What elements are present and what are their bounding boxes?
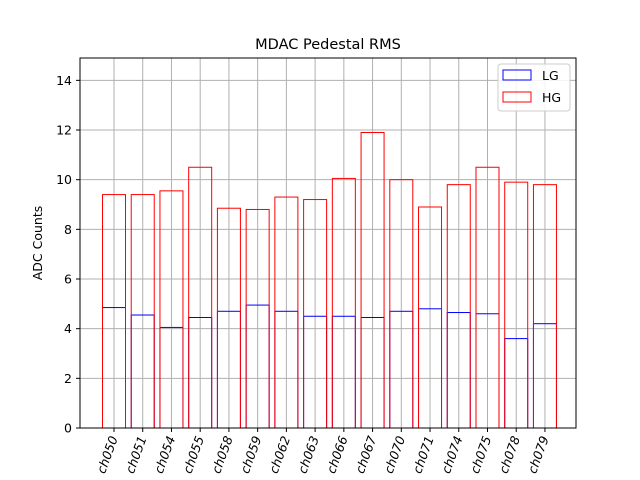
x-tick-label: ch051 <box>122 434 149 475</box>
y-tick-label: 2 <box>64 371 72 386</box>
bars <box>102 131 557 429</box>
legend: LG HG <box>497 63 571 112</box>
y-tick-label: 10 <box>56 172 72 187</box>
plot-frame <box>79 57 577 429</box>
legend-label-hg: HG <box>542 90 561 105</box>
x-tick-label: ch075 <box>467 434 494 475</box>
y-axis-label: ADC Counts <box>30 206 45 281</box>
legend-swatch-hg <box>502 91 532 103</box>
x-tick-label: ch058 <box>208 434 235 475</box>
x-tick-label: ch070 <box>381 434 408 475</box>
x-tick-label: ch055 <box>180 434 207 475</box>
x-tick-label: ch050 <box>94 434 121 475</box>
chart-title: MDAC Pedestal RMS <box>255 37 401 53</box>
legend-box <box>497 63 571 112</box>
y-tick-label: 0 <box>64 421 72 436</box>
x-tick-label: ch054 <box>151 434 178 475</box>
x-tick-label: ch071 <box>410 434 437 475</box>
x-tick-label: ch074 <box>438 434 465 475</box>
x-tick-label: ch066 <box>323 434 350 475</box>
x-tick-label: ch078 <box>496 434 523 475</box>
grid <box>80 58 576 429</box>
y-tick-label: 8 <box>64 222 72 237</box>
legend-swatch-lg <box>502 69 532 81</box>
y-tick-label: 12 <box>56 123 72 138</box>
y-tick-label: 4 <box>64 321 72 336</box>
x-tick-label: ch059 <box>237 434 264 475</box>
x-tick-label: ch063 <box>295 434 322 475</box>
x-tick-label: ch079 <box>524 434 551 475</box>
y-tick-label: 6 <box>64 272 72 287</box>
x-tick-label: ch067 <box>352 434 379 475</box>
legend-label-lg: LG <box>542 68 559 83</box>
x-tick-label: ch062 <box>266 434 293 475</box>
y-tick-label: 14 <box>56 73 72 88</box>
